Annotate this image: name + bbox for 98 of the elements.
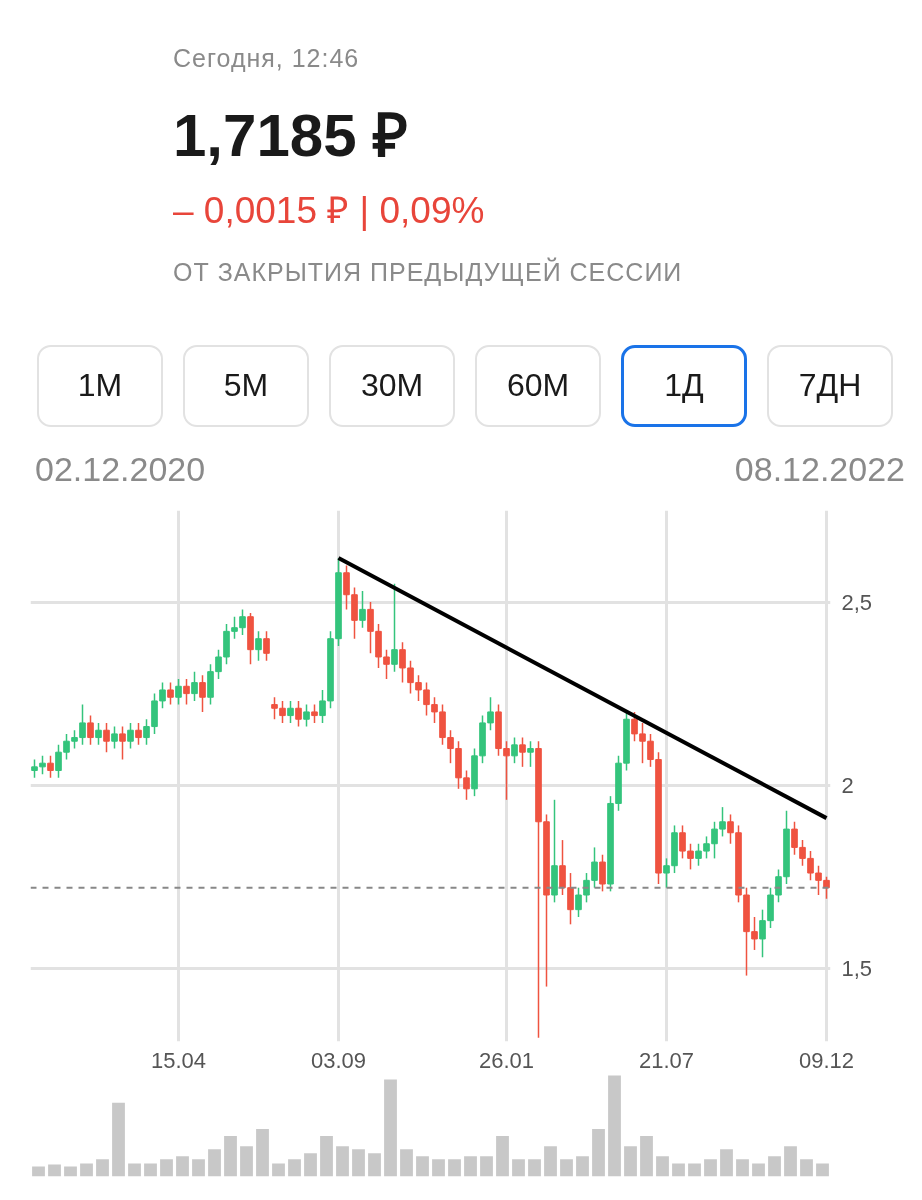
text: 1Д [621, 345, 747, 427]
text: 1М [37, 345, 163, 427]
bar [656, 1156, 669, 1177]
bar [176, 1156, 189, 1177]
candlestick [95, 722, 102, 746]
candlestick [359, 590, 366, 629]
candlestick [167, 681, 174, 706]
bar [576, 1156, 589, 1177]
bar [256, 1129, 269, 1177]
candlestick [519, 736, 526, 768]
chart-title: 1,7185 ₽ [173, 101, 409, 171]
bar [304, 1153, 317, 1177]
text: 08.12.2022 [734, 449, 905, 490]
bar [512, 1159, 525, 1177]
candlestick [399, 641, 406, 684]
candlestick [391, 582, 398, 673]
candlestick [263, 630, 270, 662]
candlestick [575, 886, 582, 918]
bar [752, 1163, 765, 1177]
candlestick [199, 674, 206, 713]
bar [368, 1153, 381, 1177]
candlestick [527, 740, 534, 768]
bar [48, 1164, 61, 1177]
bar [560, 1159, 573, 1177]
bar [288, 1159, 301, 1177]
bar [80, 1163, 93, 1177]
text: 60М [475, 345, 601, 427]
bar [416, 1156, 429, 1177]
candlestick [103, 722, 110, 753]
text: 7ДН [767, 345, 893, 427]
bar [528, 1159, 541, 1177]
candlestick [111, 725, 118, 750]
chart-subtitle: – 0,0015 ₽ | 0,09% [173, 189, 485, 233]
bar [208, 1149, 221, 1177]
bar [448, 1159, 461, 1177]
bar [240, 1146, 253, 1177]
bar [96, 1159, 109, 1177]
bar [544, 1146, 557, 1177]
bar [336, 1146, 349, 1177]
candlestick [135, 722, 142, 746]
bar [784, 1146, 797, 1177]
bar [432, 1159, 445, 1177]
text: ОТ ЗАКРЫТИЯ ПРЕДЫДУЩЕЙ СЕССИИ [173, 256, 683, 288]
text: Сегодня, 12:46 [173, 43, 360, 74]
candlestick [511, 736, 518, 764]
bar [672, 1163, 685, 1177]
bar [128, 1163, 141, 1177]
bar [64, 1166, 77, 1177]
bar [352, 1149, 365, 1177]
candlestick [87, 714, 94, 746]
candlestick [47, 755, 54, 779]
bar [592, 1129, 605, 1177]
bar [736, 1159, 749, 1177]
candlestick [303, 703, 310, 728]
x-tick-label: 03.09 [310, 1047, 367, 1073]
bar [464, 1156, 477, 1177]
candlestick [119, 725, 126, 761]
bar [768, 1156, 781, 1177]
bar [320, 1136, 333, 1177]
x-tick-label: 21.07 [638, 1047, 695, 1073]
bar [640, 1136, 653, 1177]
bar [144, 1163, 157, 1177]
bar [624, 1146, 637, 1177]
bar [112, 1102, 125, 1177]
text: 5М [183, 345, 309, 427]
text: 02.12.2020 [35, 449, 206, 490]
candlestick [183, 678, 190, 706]
bar [496, 1136, 509, 1177]
candlestick [127, 722, 134, 750]
candlestick [599, 853, 606, 893]
y-tick-label: 2 [841, 772, 854, 798]
candlestick [191, 670, 198, 702]
bar [400, 1149, 413, 1177]
bar [704, 1159, 717, 1177]
bar [720, 1149, 733, 1177]
bar [32, 1166, 45, 1177]
bar [224, 1136, 237, 1177]
bar [816, 1163, 829, 1177]
bar [384, 1079, 397, 1177]
bar [800, 1159, 813, 1177]
text: 30М [329, 345, 455, 427]
x-tick-label: 09.12 [798, 1047, 855, 1073]
candlestick [287, 700, 294, 724]
bar [608, 1075, 621, 1177]
candlestick [311, 703, 318, 724]
y-tick-label: 1,5 [841, 955, 873, 981]
bar [192, 1159, 205, 1177]
candlestick [175, 678, 182, 706]
bar [272, 1163, 285, 1177]
y-tick-label: 2,5 [841, 589, 873, 615]
x-tick-label: 15.04 [150, 1047, 207, 1073]
candlestick [295, 700, 302, 728]
bar [480, 1156, 493, 1177]
x-tick-label: 26.01 [478, 1047, 535, 1073]
candlestick [255, 630, 262, 662]
bar [160, 1159, 173, 1177]
bar [688, 1163, 701, 1177]
candlestick [383, 648, 390, 680]
